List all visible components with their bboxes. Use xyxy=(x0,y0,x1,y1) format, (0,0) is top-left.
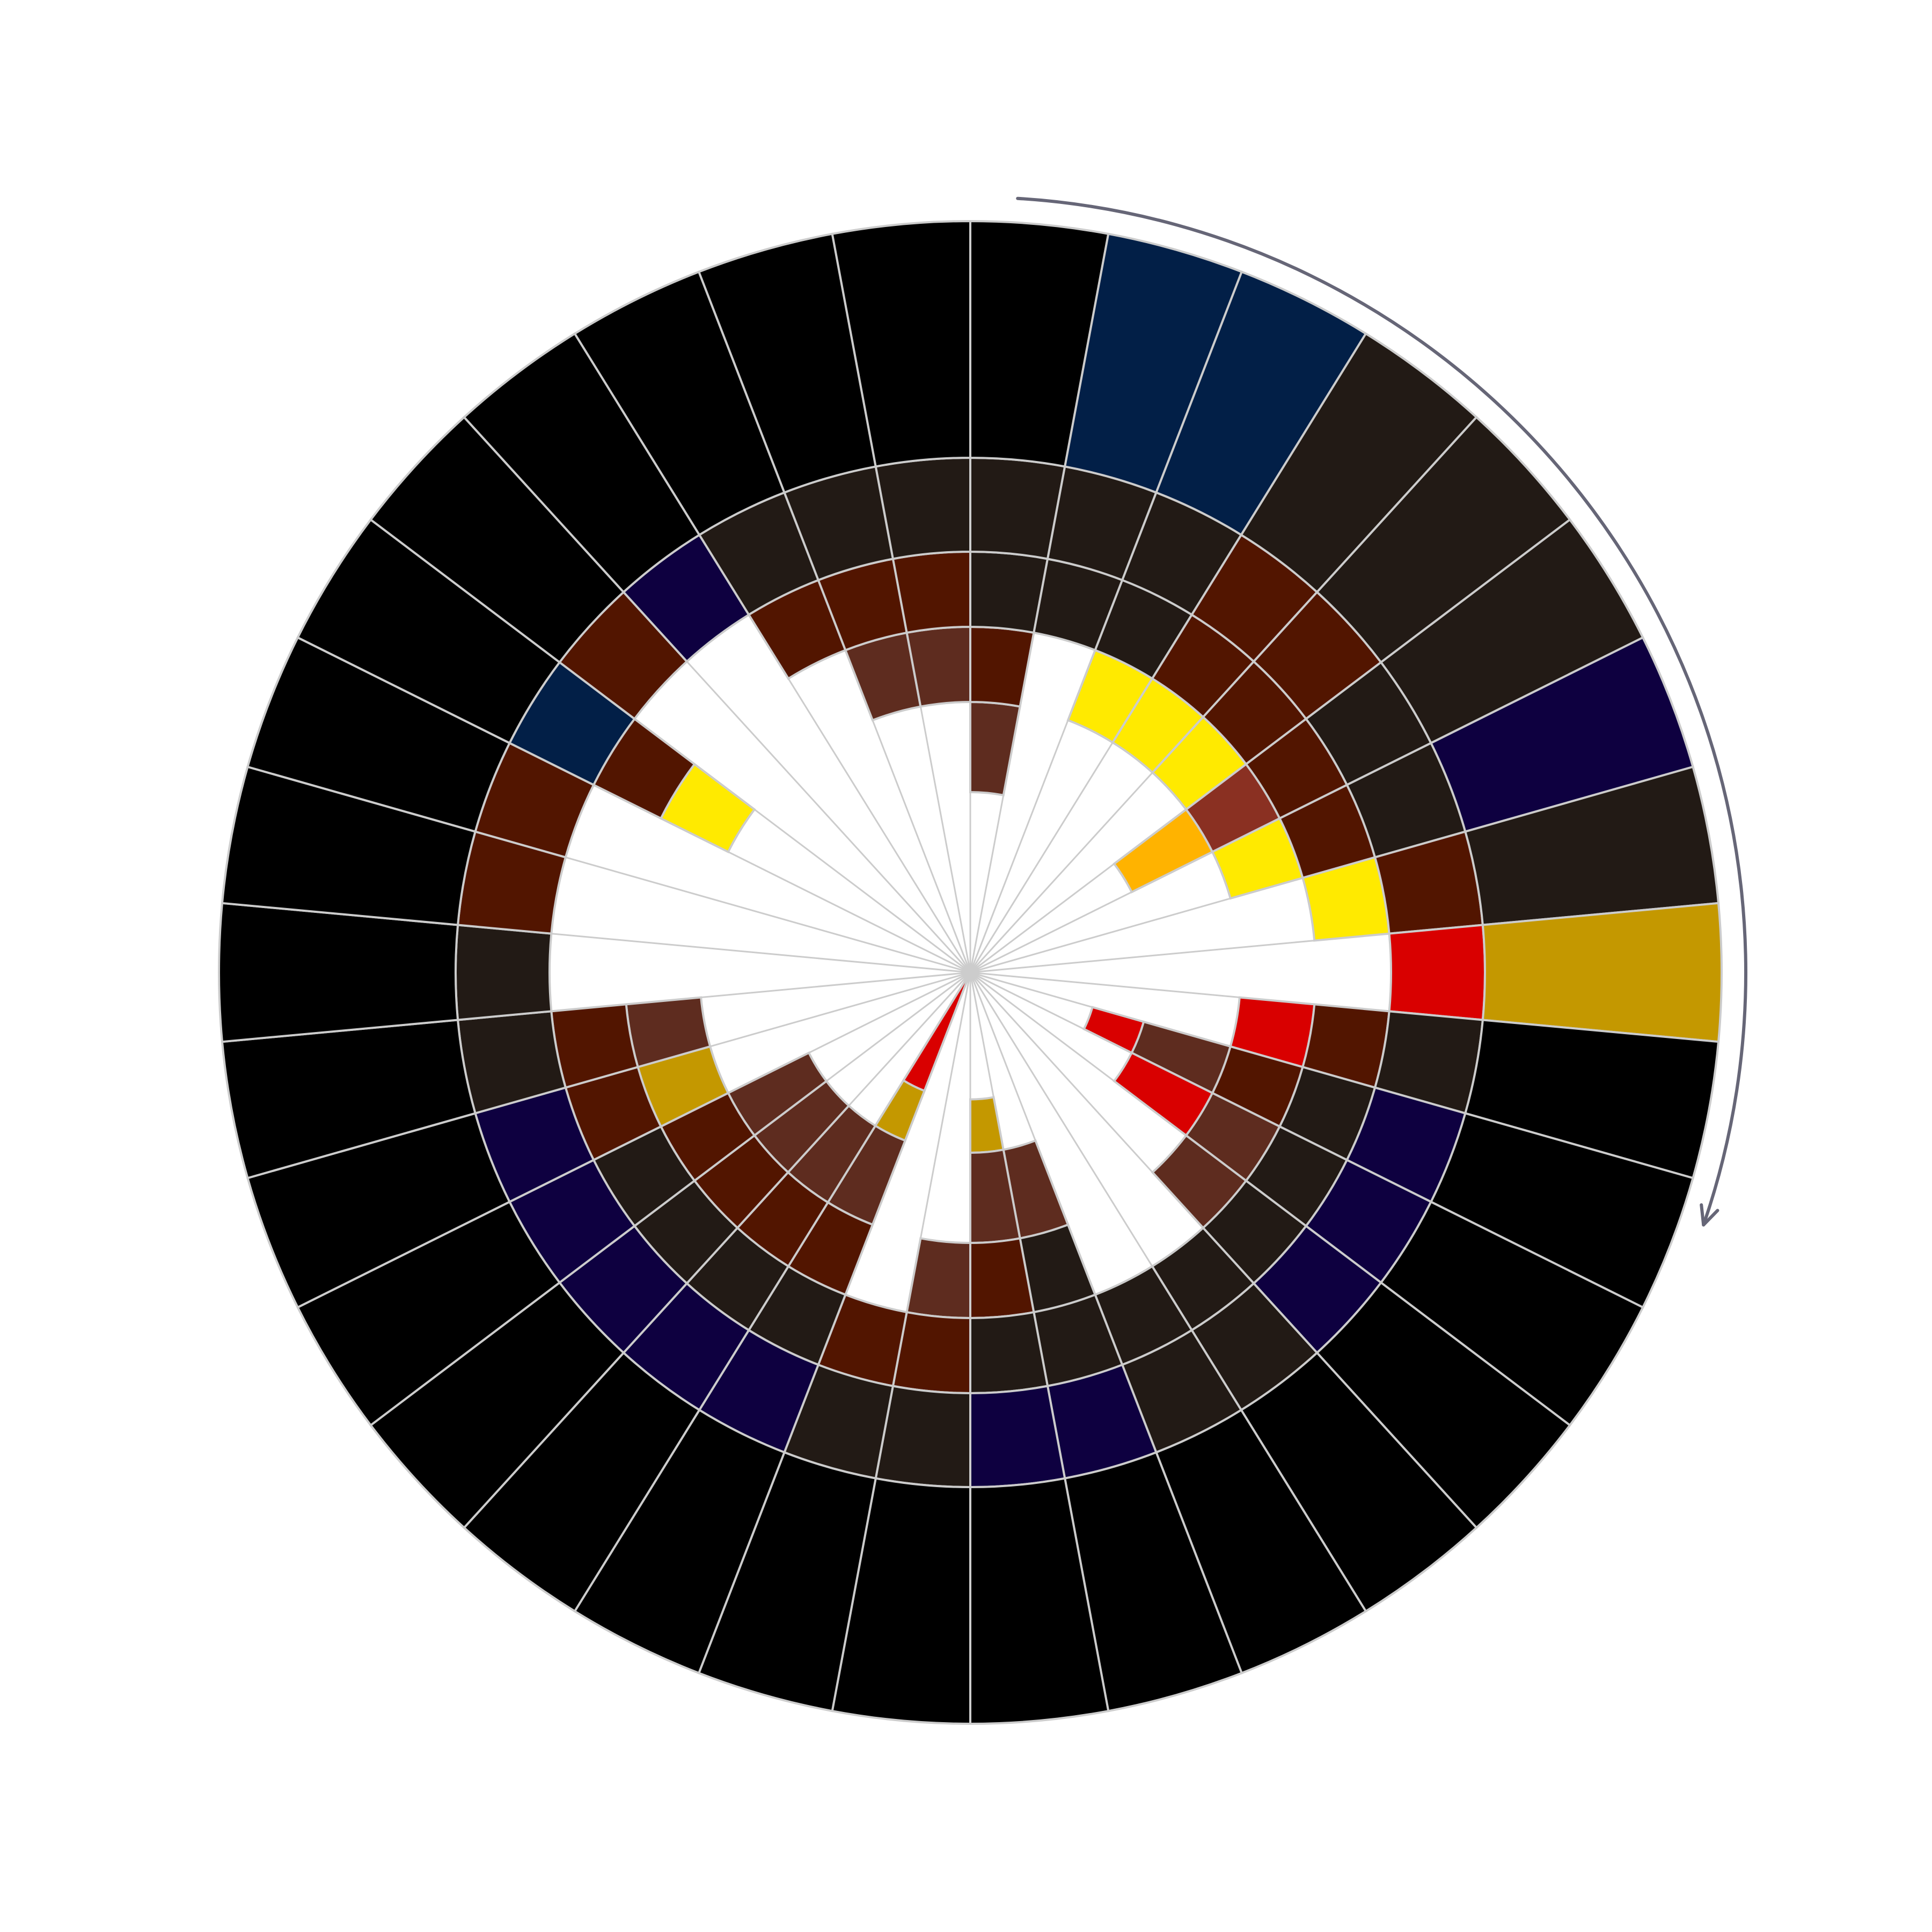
wheel-cell xyxy=(970,627,1034,707)
wheel-cell xyxy=(903,972,970,1091)
wheel-cell xyxy=(219,903,458,1042)
wheel-cell xyxy=(1483,903,1722,1042)
wheel-cell xyxy=(456,925,551,1020)
wheel-cell xyxy=(907,1238,970,1318)
wheel-cell xyxy=(1389,925,1485,1020)
